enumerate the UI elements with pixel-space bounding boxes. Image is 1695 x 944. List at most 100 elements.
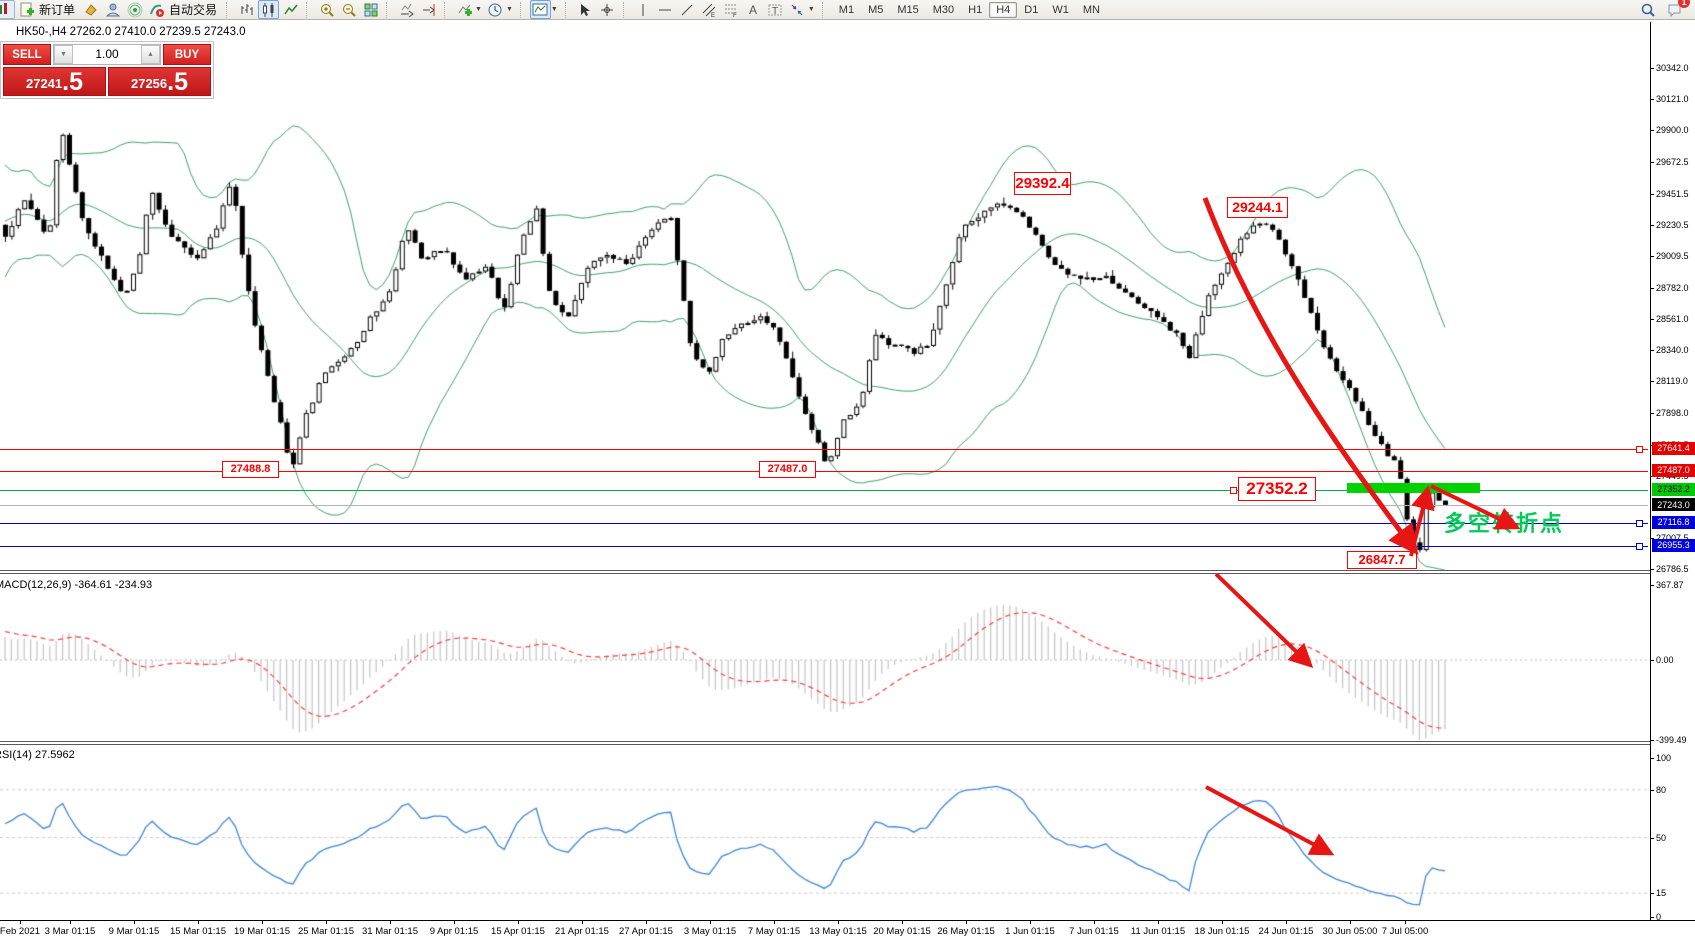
- sell-price-main: 27241: [25, 76, 63, 91]
- level-line-handle[interactable]: [1636, 542, 1643, 550]
- time-tick: [134, 921, 135, 924]
- timeframe-m30[interactable]: M30: [932, 3, 955, 16]
- channel-icon[interactable]: E: [699, 0, 720, 19]
- buy-price[interactable]: 27256 .5: [108, 67, 211, 96]
- bar-chart-icon[interactable]: [236, 0, 257, 19]
- timeframe-m1[interactable]: M1: [838, 3, 855, 16]
- line-chart-icon[interactable]: [280, 0, 301, 19]
- chart-price-label-27352.2[interactable]: 27352.2: [1238, 477, 1316, 501]
- toolbar-separator: [386, 1, 393, 18]
- level-line-27487[interactable]: [0, 470, 1648, 472]
- price-axis[interactable]: 30342.0 30121.0 29900.0 29672.5 29451.5 29230…: [1650, 22, 1695, 922]
- level-line-handle[interactable]: [1636, 519, 1643, 527]
- price-tick: 28119.0: [1651, 376, 1688, 387]
- styles-icon[interactable]: [80, 0, 101, 19]
- arrows-dropdown-caret[interactable]: ▼: [807, 6, 815, 13]
- trendline-icon[interactable]: [677, 0, 698, 19]
- tile-windows-icon[interactable]: [360, 0, 381, 19]
- templates-dropdown-caret[interactable]: ▼: [550, 6, 558, 13]
- label-anchor-square: [1230, 486, 1237, 494]
- buy-button[interactable]: BUY: [163, 44, 211, 65]
- fibonacci-icon[interactable]: F: [721, 0, 742, 19]
- volume-up-button[interactable]: ▲: [141, 45, 160, 64]
- auto-trading-icon[interactable]: [146, 0, 167, 19]
- time-axis[interactable]: Feb 2021 3 Mar 01:15 9 Mar 01:15 15 Mar 01:…: [0, 920, 1695, 944]
- vertical-line-icon[interactable]: [633, 0, 654, 19]
- price-tag-27352.2: 27352.2: [1652, 482, 1695, 496]
- time-label: 30 Jun 05:00: [1322, 926, 1378, 937]
- zoom-in-icon[interactable]: [316, 0, 337, 19]
- timeframe-h1[interactable]: H1: [968, 3, 983, 16]
- time-label: 27 Apr 01:15: [619, 926, 673, 937]
- level-line-27352.2[interactable]: [0, 489, 1648, 491]
- time-tick: [1030, 921, 1031, 924]
- level-line-27116.8[interactable]: [0, 522, 1648, 524]
- sell-price-frac: .5: [62, 68, 83, 96]
- chart-price-label-27488.8[interactable]: 27488.8: [222, 461, 279, 478]
- time-tick: [390, 921, 391, 924]
- turning-point-annotation[interactable]: 多空转折点: [1444, 511, 1565, 536]
- candlestick-icon[interactable]: [258, 0, 280, 19]
- indicators-dropdown-caret[interactable]: ▼: [475, 6, 482, 13]
- time-label: 7 May 01:15: [747, 926, 801, 937]
- time-label: 26 May 01:15: [937, 926, 995, 937]
- crosshair-icon[interactable]: [597, 0, 618, 19]
- cursor-icon[interactable]: [575, 0, 596, 19]
- search-icon[interactable]: [1637, 0, 1658, 19]
- timeframe-m5[interactable]: M5: [868, 3, 884, 16]
- periods-icon[interactable]: [485, 0, 506, 19]
- price-tick: 29009.5: [1651, 250, 1689, 261]
- signal-icon[interactable]: [124, 0, 145, 19]
- price-tag-27116.8: 27116.8: [1652, 515, 1695, 529]
- indicators-icon[interactable]: [454, 0, 475, 19]
- rsi-indicator-label: RSI(14) 27.5962: [0, 749, 75, 761]
- chart-price-label-26847.7[interactable]: 26847.7: [1347, 551, 1417, 569]
- price-tick: 29672.5: [1651, 157, 1689, 168]
- svg-text:F: F: [733, 13, 737, 18]
- sell-price[interactable]: 27241 .5: [3, 67, 106, 96]
- timeframe-m15[interactable]: M15: [897, 3, 919, 16]
- time-tick: [710, 921, 711, 924]
- level-line-handle[interactable]: [1636, 445, 1643, 453]
- volume-stepper: ▼ 1.00 ▲: [53, 44, 161, 65]
- price-tick: 28561.0: [1651, 314, 1689, 325]
- time-label: 15 Mar 01:15: [170, 926, 226, 937]
- chart-price-label-29244.1[interactable]: 29244.1: [1227, 197, 1288, 218]
- indicator-axis-tick: 15: [1650, 888, 1667, 898]
- level-line-27641.4[interactable]: [0, 448, 1648, 450]
- auto-trading-label[interactable]: 自动交易: [169, 3, 218, 17]
- toolbar-separator: [564, 1, 572, 18]
- horizontal-line-icon[interactable]: [655, 0, 676, 19]
- profiles-icon[interactable]: [102, 0, 123, 19]
- timeframe-mn[interactable]: MN: [1082, 3, 1100, 16]
- new-order-icon[interactable]: [16, 0, 37, 19]
- timeframe-w1[interactable]: W1: [1052, 3, 1069, 16]
- chart-icon[interactable]: [0, 0, 15, 19]
- chart-price-label-29392.4[interactable]: 29392.4: [1014, 172, 1071, 195]
- timeframe-d1[interactable]: D1: [1024, 3, 1039, 16]
- notifications-icon[interactable]: 1: [1664, 0, 1690, 19]
- sell-button[interactable]: SELL: [3, 44, 51, 65]
- text-icon[interactable]: A: [743, 0, 764, 19]
- new-order-label[interactable]: 新订单: [39, 3, 76, 17]
- arrows-icon[interactable]: [787, 0, 808, 19]
- level-line-27243[interactable]: [0, 505, 1648, 506]
- indicator-axis-tick: -399.49: [1651, 735, 1687, 745]
- price-tag-27487.0: 27487.0: [1652, 463, 1695, 477]
- auto-scroll-icon[interactable]: [396, 0, 417, 19]
- chart-price-label-27487.0[interactable]: 27487.0: [759, 461, 816, 478]
- macd-pane-separator[interactable]: [0, 570, 1695, 574]
- chart-shift-icon[interactable]: [418, 0, 439, 19]
- rsi-pane-separator[interactable]: [0, 741, 1695, 745]
- toolbar-separator: [622, 1, 630, 18]
- timeframe-h4[interactable]: H4: [989, 1, 1018, 18]
- level-line-26955.3[interactable]: [0, 545, 1648, 547]
- label-icon[interactable]: T: [765, 0, 786, 19]
- highlight-rectangle[interactable]: [1347, 483, 1480, 493]
- zoom-out-icon[interactable]: [338, 0, 359, 19]
- periods-dropdown-caret[interactable]: ▼: [505, 6, 513, 13]
- indicator-axis-tick: 0.00: [1651, 655, 1674, 665]
- volume-down-button[interactable]: ▼: [54, 45, 73, 64]
- templates-icon[interactable]: [529, 0, 551, 19]
- volume-value[interactable]: 1.00: [95, 47, 119, 61]
